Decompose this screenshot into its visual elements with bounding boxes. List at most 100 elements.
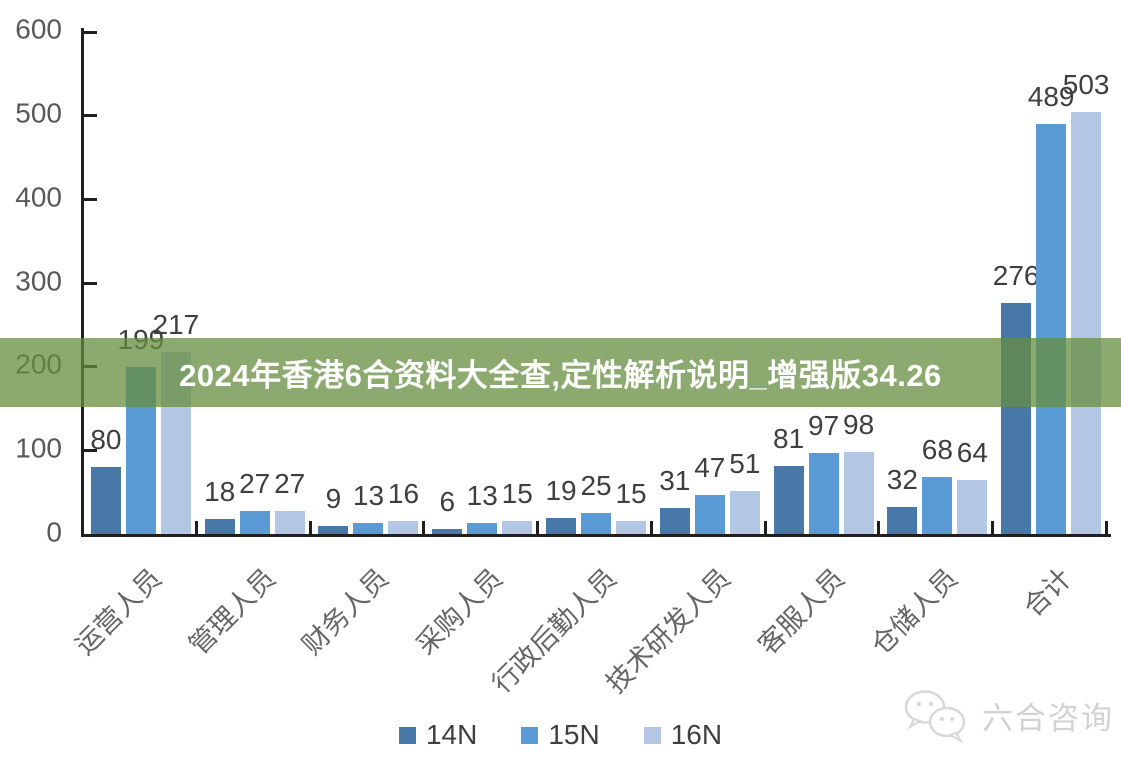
bar-value-label: 503: [1062, 69, 1110, 100]
x-tick-mark: [991, 521, 995, 534]
bar-15N: 25: [580, 472, 612, 534]
bar-value-label: 217: [152, 309, 200, 340]
category-cell: 技术研发人员: [600, 542, 767, 712]
legend-swatch: [521, 726, 539, 744]
bar-group-1: 80199217: [84, 31, 200, 534]
category-label: 管理人员: [183, 562, 281, 661]
x-tick-mark: [308, 521, 312, 534]
watermark-text: 六合咨询: [982, 700, 1114, 736]
bar-15N: 13: [353, 482, 384, 534]
category-label: 运营人员: [69, 562, 168, 661]
bar-14N: 18: [204, 478, 235, 534]
bar-group-6: 31 47 51: [653, 31, 767, 534]
bar-value-label: 25: [580, 470, 612, 501]
bar-value-label: 47: [694, 452, 726, 483]
y-tick-mark: [84, 197, 97, 201]
bar-value-label: 31: [659, 465, 691, 496]
bar-15N: 13: [467, 482, 498, 534]
bar-value-label: 19: [545, 475, 577, 506]
bar-16N: 15: [502, 480, 533, 534]
bar-value-label: 80: [90, 424, 122, 455]
overlay-banner: 2024年香港6合资料大全查,定性解析说明_增强版34.26: [0, 338, 1121, 407]
wechat-icon: [904, 690, 966, 744]
bar-value-label: 27: [239, 468, 271, 499]
x-tick-mark: [1105, 521, 1108, 534]
bar-value-label: 15: [501, 478, 533, 509]
bar-value-label: 51: [729, 448, 761, 479]
y-tick-mark: [84, 31, 97, 34]
y-tick-label: 300: [15, 264, 62, 296]
category-label: 合计: [1017, 562, 1078, 623]
legend-item-14N: 14N: [398, 719, 478, 751]
bar-value-label: 13: [466, 480, 498, 511]
y-tick-mark: [84, 113, 97, 117]
category-cell: 行政后勤人员: [486, 542, 653, 712]
bar-value-label: 18: [204, 476, 236, 507]
bar-group-3: 9 13 16: [312, 31, 426, 534]
x-tick-mark: [194, 521, 198, 534]
category-cell: 采购人员: [411, 542, 539, 712]
y-tick-label: 600: [15, 13, 62, 45]
bar-16N: 51: [729, 450, 760, 534]
legend: 14N 15N 16N: [0, 719, 1121, 751]
bar-value-label: 16: [387, 478, 420, 509]
y-tick-label: 500: [15, 97, 62, 129]
banner-text: 2024年香港6合资料大全查,定性解析说明_增强版34.26: [179, 358, 942, 393]
x-tick-mark: [649, 521, 653, 534]
bar-value-label: 27: [274, 468, 306, 499]
bar-value-label: 13: [352, 480, 385, 511]
bar-group-9: 276 489 503: [992, 31, 1110, 534]
category-cell: 管理人员: [183, 542, 312, 712]
category-label: 行政后勤人员: [486, 562, 623, 699]
x-axis-line: [81, 534, 1111, 537]
x-tick-mark: [536, 521, 540, 534]
bar-group-4: 6 13 15: [425, 31, 539, 534]
bar-14N: 19: [545, 477, 577, 534]
bar-16N: 503: [1063, 71, 1110, 534]
bar-value-label: 9: [325, 483, 342, 514]
category-cell: 财务人员: [297, 542, 426, 712]
legend-swatch: [398, 726, 416, 744]
y-axis-line: [81, 28, 84, 537]
bar-15N: 97: [808, 412, 839, 534]
bar-group-8: 32 68 64: [880, 31, 994, 534]
y-tick-mark: [84, 449, 97, 453]
bar-14N: 9: [318, 485, 349, 534]
legend-item-15N: 15N: [521, 719, 600, 751]
x-tick-mark: [763, 521, 767, 534]
bar-16N: 16: [388, 480, 419, 534]
legend-item-16N: 16N: [643, 719, 722, 751]
bar-value-label: 81: [773, 423, 805, 454]
category-cell: 运营人员: [69, 542, 198, 712]
bar-group-2: 18 27 27: [198, 31, 312, 534]
bar-14N: 6: [432, 488, 463, 534]
bar-value-label: 64: [956, 437, 988, 468]
bar-14N: 31: [659, 467, 690, 534]
bar-14N: 80: [90, 426, 121, 534]
bar-group-7: 81 97 98: [767, 31, 881, 534]
category-label: 仓储人员: [865, 562, 964, 661]
bar-value-label: 276: [992, 260, 1040, 291]
category-label: 采购人员: [410, 562, 509, 661]
bar-16N: 15: [615, 480, 647, 534]
x-tick-mark: [877, 521, 881, 534]
legend-label: 15N: [548, 719, 600, 750]
bar-value-label: 15: [615, 478, 647, 509]
bar-value-label: 32: [886, 464, 918, 495]
bar-value-label: 489: [1027, 81, 1075, 112]
y-tick-label: 0: [46, 516, 62, 548]
bar-value-label: 97: [808, 410, 840, 441]
legend-label: 14N: [425, 719, 478, 750]
category-cell: 客服人员: [752, 542, 881, 712]
bar-14N: 32: [887, 466, 918, 534]
category-label: 客服人员: [752, 562, 850, 661]
bar-14N: 81: [773, 425, 804, 534]
y-tick-label: 100: [15, 432, 62, 464]
bar-16N: 27: [274, 470, 305, 534]
bar-value-label: 98: [843, 409, 875, 440]
plot-area: 8019921718272791316613151925153147518197…: [84, 31, 1110, 534]
watermark: 六合咨询: [900, 686, 1114, 744]
bar-value-label: 68: [921, 434, 953, 465]
bar-group-5: 19 25 15: [539, 31, 653, 534]
